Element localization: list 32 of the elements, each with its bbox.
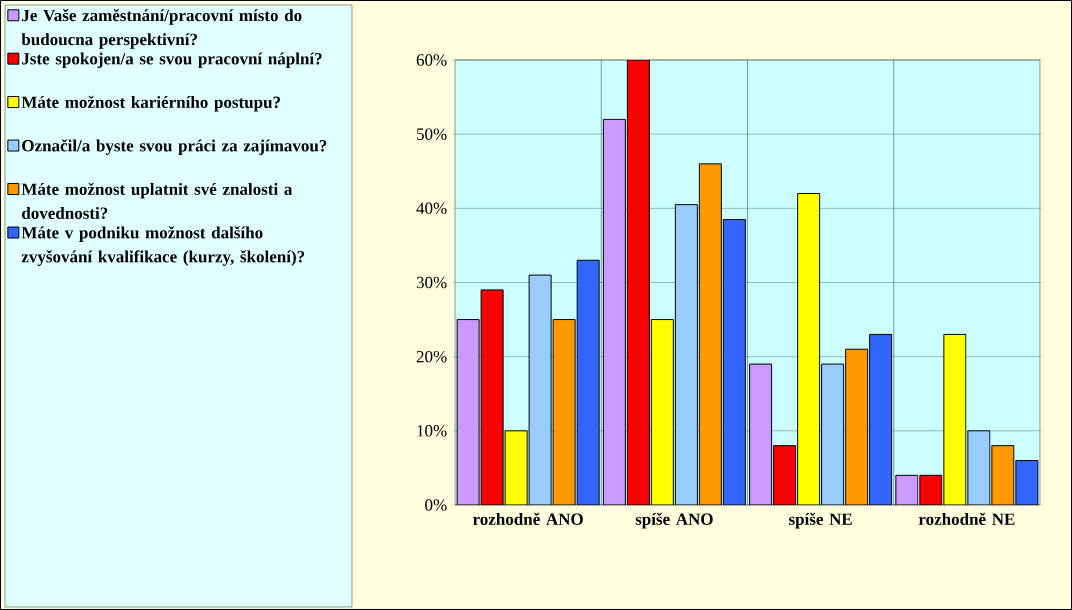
bar: [821, 364, 844, 505]
bar: [845, 349, 868, 505]
y-tick-label: 0%: [425, 499, 447, 511]
legend-label: Máte možnost kariérního postupu?: [21, 95, 281, 112]
x-tick-label: rozhodně ANO: [473, 512, 583, 525]
legend-label: Je Vaše zaměstnání/pracovní místo do budoucna perspektivní?: [21, 9, 302, 49]
bar: [749, 364, 772, 505]
bar: [773, 445, 796, 505]
y-tick-label: 50%: [417, 128, 447, 140]
x-tick-label: rozhodně NE: [918, 512, 1015, 525]
y-tick-label: 20%: [416, 350, 447, 363]
legend-label: Máte v podniku možnost dalšího zvyšování kvalifikace (kurzy, školení)?: [21, 226, 305, 266]
bar: [699, 163, 722, 505]
bar: [651, 319, 674, 505]
bar: [675, 204, 698, 505]
bar: [943, 333, 967, 505]
x-tick-label: spíše ANO: [635, 512, 713, 529]
bar: [797, 193, 820, 505]
bar: [529, 275, 552, 505]
legend-label: Označil/a byste svou práci za zajímavou?: [22, 139, 327, 155]
legend-label: Jste spokojen/a se svou pracovní náplní?: [22, 52, 322, 68]
bar: [553, 319, 576, 505]
legend-label: Máte možnost uplatnit své znalosti a dovednosti?: [21, 182, 293, 220]
y-tick-label: 30%: [416, 276, 447, 289]
x-tick-label: spíše NE: [789, 512, 852, 529]
bar: [457, 319, 480, 505]
bar: [481, 289, 504, 505]
bar: [627, 60, 650, 505]
y-tick-label: 60%: [416, 54, 447, 66]
y-tick-label: 10%: [417, 425, 447, 437]
bar: [603, 119, 626, 505]
y-tick-label: 40%: [416, 202, 447, 215]
